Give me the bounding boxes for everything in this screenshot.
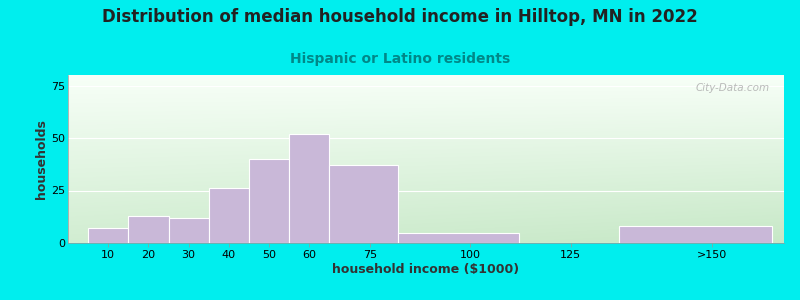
- Bar: [88, 228, 128, 243]
- Bar: [249, 159, 290, 243]
- Bar: [128, 216, 169, 243]
- Text: Distribution of median household income in Hilltop, MN in 2022: Distribution of median household income …: [102, 8, 698, 26]
- Bar: [330, 165, 398, 243]
- Y-axis label: households: households: [35, 119, 48, 199]
- Bar: [619, 226, 772, 243]
- Bar: [169, 218, 209, 243]
- X-axis label: household income ($1000): household income ($1000): [333, 263, 519, 276]
- Bar: [398, 232, 518, 243]
- Bar: [290, 134, 330, 243]
- Bar: [209, 188, 249, 243]
- Text: City-Data.com: City-Data.com: [695, 83, 770, 93]
- Text: Hispanic or Latino residents: Hispanic or Latino residents: [290, 52, 510, 67]
